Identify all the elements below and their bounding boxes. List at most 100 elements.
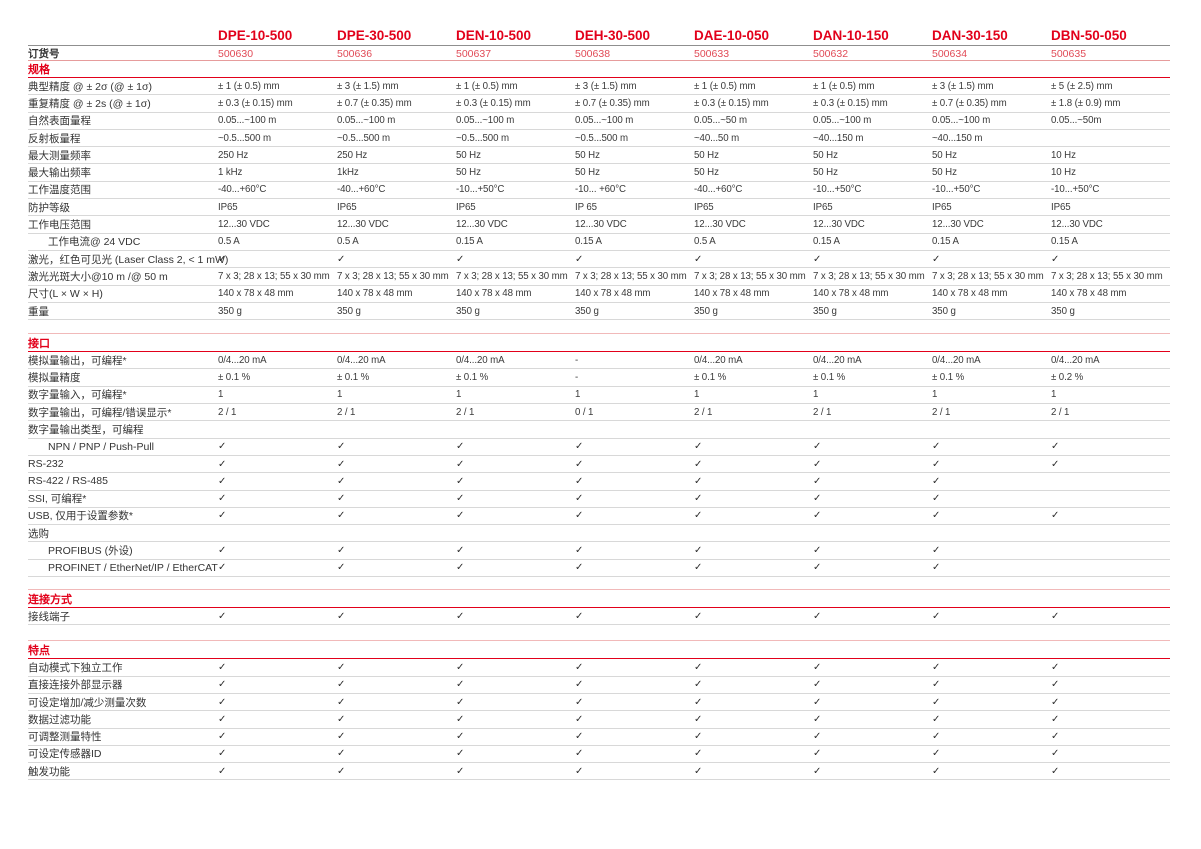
check-icon: ✓	[813, 545, 822, 557]
spec-value: 140 x 78 x 48 mm	[932, 288, 1008, 300]
spec-value: ± 0.1 %	[456, 372, 489, 384]
check-icon: ✓	[932, 253, 941, 265]
model-header-row: DPE-10-500 DPE-30-500 DEN-10-500 DEH-30-500…	[28, 25, 1170, 46]
spec-value: ~0.5...500 m	[337, 132, 390, 144]
spec-value: 0/4...20 mA	[932, 354, 981, 366]
spec-value: 12...30 VDC	[1051, 219, 1103, 231]
spec-value: 10 Hz	[1051, 149, 1076, 161]
check-icon: ✓	[694, 610, 703, 622]
check-icon: ✓	[575, 253, 584, 265]
spec-value: 50 Hz	[932, 149, 957, 161]
check-icon: ✓	[337, 475, 346, 487]
check-icon: ✓	[932, 731, 941, 743]
spec-value: 50 Hz	[932, 167, 957, 179]
spec-value: IP65	[456, 201, 476, 213]
row-label: 最大输出频率	[28, 167, 91, 180]
spec-value: 50 Hz	[813, 149, 838, 161]
check-icon: ✓	[337, 713, 346, 725]
check-icon: ✓	[218, 475, 227, 487]
section-title: 接口	[28, 335, 1170, 353]
spec-value: 7 x 3; 28 x 13; 55 x 30 mm	[694, 270, 806, 282]
check-icon: ✓	[337, 696, 346, 708]
check-icon: ✓	[694, 441, 703, 453]
row-label: 防护等级	[28, 201, 70, 214]
spec-value: 0.15 A	[456, 236, 483, 248]
check-icon: ✓	[813, 679, 822, 691]
check-icon: ✓	[575, 748, 584, 760]
spec-value: ~0.5...500 m	[218, 132, 271, 144]
spec-value: 1	[932, 389, 938, 401]
spec-value: 50 Hz	[456, 149, 481, 161]
check-icon: ✓	[813, 748, 822, 760]
spec-comparison-table: DPE-10-500 DPE-30-500 DEN-10-500 DEH-30-500…	[28, 25, 1170, 781]
row-label: 触发功能	[28, 765, 70, 778]
check-icon: ✓	[218, 765, 227, 777]
check-icon: ✓	[218, 731, 227, 743]
check-icon: ✓	[575, 661, 584, 673]
table-row: 防护等级 IP65 IP65 IP65 IP 65 IP65 IP65 IP65 IP65	[28, 199, 1170, 217]
check-icon: ✓	[575, 731, 584, 743]
order-number: 500638	[575, 47, 611, 60]
check-icon: ✓	[1051, 679, 1060, 691]
spec-value: ± 0.1 %	[337, 372, 370, 384]
spec-value: 350 g	[218, 305, 242, 317]
check-icon: ✓	[218, 458, 227, 470]
spec-value: 12...30 VDC	[218, 219, 270, 231]
check-icon: ✓	[694, 679, 703, 691]
table-row: 接线端子 ✓ ✓ ✓ ✓ ✓ ✓ ✓ ✓	[28, 608, 1170, 626]
table-row: 模拟量输出，可编程* 0/4...20 mA 0/4...20 mA 0/4...20…	[28, 352, 1170, 370]
check-icon: ✓	[337, 610, 346, 622]
spec-value: 0.05...~100 m	[813, 115, 872, 127]
spec-value: 0/4...20 mA	[218, 354, 267, 366]
spec-value: 140 x 78 x 48 mm	[337, 288, 413, 300]
check-icon: ✓	[575, 545, 584, 557]
table-row: RS-232 ✓ ✓ ✓ ✓ ✓ ✓ ✓ ✓	[28, 456, 1170, 474]
spec-value: 0.5 A	[337, 236, 359, 248]
check-icon: ✓	[1051, 731, 1060, 743]
table-row: 尺寸(L × W × H) 140 x 78 x 48 mm 140 x 78 x …	[28, 286, 1170, 303]
model-header: DPE-10-500	[218, 27, 293, 43]
check-icon: ✓	[932, 748, 941, 760]
check-icon: ✓	[932, 545, 941, 557]
check-icon: ✓	[575, 610, 584, 622]
spec-value: 350 g	[813, 305, 837, 317]
table-row: 典型精度 @ ± 2σ (@ ± 1σ) ± 1 (± 0.5) mm ± 3 (±…	[28, 78, 1170, 96]
table-row: 工作电流@ 24 VDC 0.5 A 0.5 A 0.15 A 0.15 A 0.5 A 0…	[28, 234, 1170, 251]
table-row: 反射板量程 ~0.5...500 m ~0.5...500 m ~0.5...500 …	[28, 130, 1170, 148]
spec-value: 0.15 A	[575, 236, 602, 248]
row-label: 数字量输入，可编程*	[28, 389, 127, 402]
check-icon: ✓	[813, 475, 822, 487]
spec-value: 1	[456, 389, 462, 401]
row-label: 模拟量输出，可编程*	[28, 354, 127, 367]
check-icon: ✓	[1051, 441, 1060, 453]
check-icon: ✓	[337, 679, 346, 691]
spec-value: ± 0.7 (± 0.35) mm	[337, 97, 412, 109]
check-icon: ✓	[218, 493, 227, 505]
check-icon: ✓	[1051, 765, 1060, 777]
spec-value: 1 kHz	[218, 167, 243, 179]
check-icon: ✓	[337, 545, 346, 557]
check-icon: ✓	[694, 696, 703, 708]
order-number-label: 订货号	[28, 48, 60, 60]
table-section: 规格 典型精度 @ ± 2σ (@ ± 1σ) ± 1 (± 0.5) mm ± 3 …	[28, 61, 1170, 321]
spec-value: 12...30 VDC	[337, 219, 389, 231]
spec-value: 50 Hz	[456, 167, 481, 179]
check-icon: ✓	[337, 731, 346, 743]
row-label: 重量	[28, 305, 49, 318]
row-label: 工作电流@ 24 VDC	[48, 236, 141, 249]
spec-value: ± 0.1 %	[932, 372, 965, 384]
table-section: 接口 模拟量输出，可编程* 0/4...20 mA 0/4...20 mA 0/4...…	[28, 333, 1170, 578]
order-number: 500632	[813, 47, 849, 60]
check-icon: ✓	[694, 510, 703, 522]
check-icon: ✓	[456, 748, 465, 760]
table-row: 自然表面量程 0.05...~100 m 0.05...~100 m 0.05...~…	[28, 113, 1170, 130]
spec-value: 0.15 A	[932, 236, 959, 248]
check-icon: ✓	[1051, 458, 1060, 470]
section-title: 规格	[28, 61, 1170, 78]
check-icon: ✓	[813, 510, 822, 522]
check-icon: ✓	[456, 475, 465, 487]
table-sections: 规格 典型精度 @ ± 2σ (@ ± 1σ) ± 1 (± 0.5) mm ± 3 …	[28, 61, 1170, 781]
spec-value: 0.15 A	[1051, 236, 1078, 248]
check-icon: ✓	[456, 696, 465, 708]
